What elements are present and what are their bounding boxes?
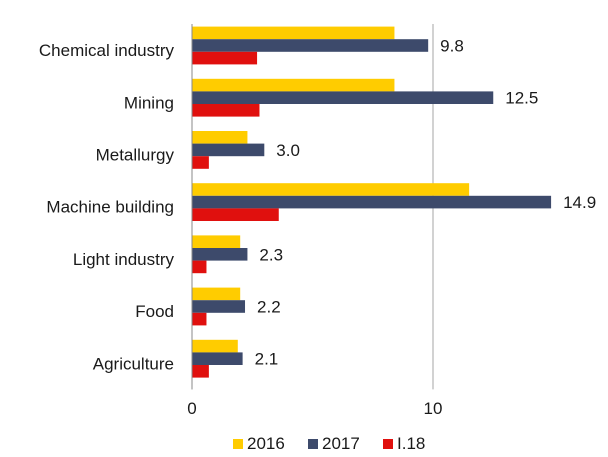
data-label: 2.2 [257,298,281,317]
category-label: Machine building [46,198,174,217]
x-tick-labels: 0 10 [187,399,442,418]
bar-2017-chemical-industry [192,39,429,52]
bar-I.18-light-industry [192,260,207,274]
legend-label: 2016 [247,434,285,453]
data-label: 2.3 [259,245,283,264]
category-label: Food [135,302,174,321]
bar-2016-mining [192,78,395,92]
bar-2017-food [192,300,246,313]
legend-swatch-2016 [233,439,243,449]
bar-2017-metallurgy [192,143,265,157]
legend-label: I.18 [397,434,425,453]
bar-2016-metallurgy [192,131,248,144]
bars [192,26,552,378]
bar-I.18-machine-building [192,208,279,221]
bar-I.18-mining [192,104,260,117]
legend-label: 2017 [322,434,360,453]
bar-2016-machine-building [192,183,470,196]
bar-2017-light-industry [192,248,248,261]
data-label: 9.8 [440,37,464,56]
category-label: Agriculture [93,354,174,373]
bar-2016-agriculture [192,339,238,353]
bar-I.18-metallurgy [192,156,209,169]
data-label: 12.5 [505,89,538,108]
bar-I.18-chemical-industry [192,51,258,65]
data-labels: 9.8 12.5 3.0 14.9 2.3 2.2 2.1 [255,37,597,369]
bar-2016-light-industry [192,235,241,248]
data-label: 14.9 [563,193,596,212]
legend-swatch-I.18 [383,439,393,449]
category-label: Light industry [73,250,175,269]
legend-swatch-2017 [308,439,318,449]
data-label: 3.0 [276,141,300,160]
bar-I.18-agriculture [192,365,209,378]
bar-2017-mining [192,91,494,104]
data-label: 2.1 [255,350,279,369]
bar-2017-agriculture [192,352,243,365]
bar-2017-machine-building [192,195,552,209]
category-label: Metallurgy [96,146,175,165]
bar-2016-food [192,287,241,301]
legend: 2016 2017 I.18 [233,434,425,453]
x-tick-label: 10 [424,399,443,418]
bar-I.18-food [192,312,207,326]
x-tick-label: 0 [187,399,196,418]
bar-2016-chemical-industry [192,26,395,40]
category-label: Chemical industry [39,41,175,60]
category-labels: Chemical industry Mining Metallurgy Machine… [39,41,175,373]
category-label: Mining [124,93,174,112]
